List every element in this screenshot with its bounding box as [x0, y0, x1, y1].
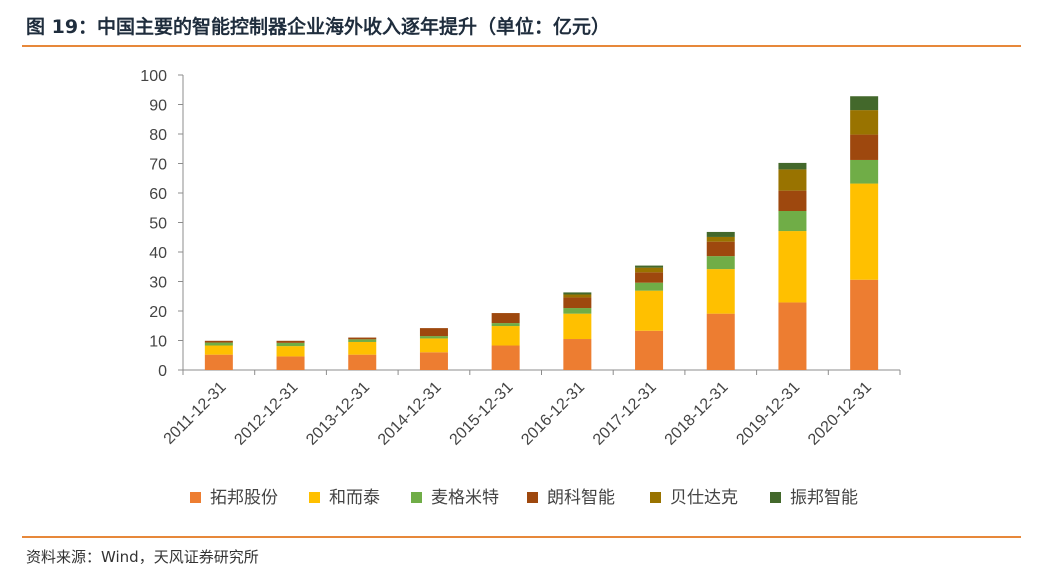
bar-segment	[491, 323, 520, 327]
y-tick-label: 20	[149, 304, 167, 321]
bar-segment	[563, 297, 592, 309]
x-tick-label: 2019-12-31	[733, 379, 803, 449]
y-tick-label: 30	[149, 275, 167, 292]
bar-segment	[204, 354, 233, 370]
y-tick-label: 90	[149, 98, 167, 115]
bar-segment	[491, 313, 520, 324]
bar-segment	[850, 183, 879, 280]
x-tick-label: 2016-12-31	[518, 379, 588, 449]
bar-segment	[348, 339, 377, 342]
source-note: 资料来源：Wind，天风证券研究所	[26, 548, 259, 566]
source-divider	[22, 536, 1021, 538]
bar-segment	[635, 290, 664, 331]
legend-swatch	[411, 492, 422, 503]
bar-segment	[276, 340, 305, 343]
legend-label: 拓邦股份	[210, 488, 278, 508]
legend-swatch	[190, 492, 201, 503]
bar-segment	[419, 352, 448, 370]
bar-segment	[563, 313, 592, 340]
bar-segment	[706, 313, 735, 370]
bar-segment	[706, 256, 735, 270]
bar-segment	[419, 336, 448, 339]
bar-segment	[778, 169, 807, 191]
bar-segment	[276, 346, 305, 357]
y-tick-label: 60	[149, 186, 167, 203]
legend-label: 贝仕达克	[670, 488, 738, 508]
bar-segment	[706, 236, 735, 242]
x-axis: 2011-12-31 2012-12-31 2013-12-31 2014-12-31…	[161, 369, 901, 449]
x-tick-label: 2020-12-31	[805, 379, 875, 449]
bar-segment	[204, 345, 233, 355]
y-tick-label: 50	[149, 216, 167, 233]
bar-segment	[563, 292, 592, 295]
bar-segment	[706, 241, 735, 257]
bar-segment	[348, 337, 377, 340]
bar-segment	[635, 265, 664, 268]
legend-swatch	[527, 492, 538, 503]
title-divider	[22, 45, 1021, 47]
bar-segment	[778, 210, 807, 232]
y-tick-label: 100	[140, 68, 167, 85]
bar-segment	[635, 330, 664, 370]
bar-segment	[635, 282, 664, 291]
bar-segment	[778, 302, 807, 370]
bar-segment	[419, 328, 448, 337]
bars	[204, 96, 879, 370]
legend-label: 和而泰	[329, 488, 380, 508]
y-tick-label: 40	[149, 245, 167, 262]
y-tick-label: 80	[149, 127, 167, 144]
bar-segment	[778, 162, 807, 170]
x-tick-label: 2012-12-31	[231, 379, 301, 449]
bar-segment	[204, 340, 233, 343]
bar-segment	[850, 279, 879, 370]
bar-segment	[563, 339, 592, 370]
bar-segment	[419, 338, 448, 353]
legend-swatch	[309, 492, 320, 503]
bar-segment	[348, 354, 377, 370]
figure-title: 图 19：中国主要的智能控制器企业海外收入逐年提升（单位：亿元）	[26, 16, 611, 38]
x-tick-label: 2018-12-31	[662, 379, 732, 449]
x-tick-label: 2015-12-31	[447, 379, 517, 449]
bar-segment	[635, 272, 664, 283]
x-tick-label: 2014-12-31	[375, 379, 445, 449]
bar-segment	[635, 267, 664, 273]
x-tick-label: 2011-12-31	[161, 379, 230, 448]
y-tick-label: 70	[149, 157, 167, 174]
bar-segment	[706, 269, 735, 314]
y-axis: 0 10 20 30 40 50 60 70 80 90 100	[140, 68, 184, 380]
bar-segment	[276, 356, 305, 370]
legend: 拓邦股份 和而泰 麦格米特 朗科智能 贝仕达克 振邦智能	[190, 488, 858, 508]
x-tick-label: 2017-12-31	[590, 379, 660, 449]
bar-segment	[850, 96, 879, 111]
bar-segment	[563, 308, 592, 314]
bar-segment	[850, 159, 879, 184]
bar-segment	[706, 231, 735, 237]
bar-segment	[491, 345, 520, 370]
bar-segment	[491, 326, 520, 346]
bar-segment	[778, 231, 807, 303]
bar-segment	[778, 190, 807, 211]
bar-segment	[850, 110, 879, 135]
legend-label: 朗科智能	[547, 488, 615, 508]
y-tick-label: 0	[158, 363, 167, 380]
bar-segment	[204, 342, 233, 346]
legend-label: 麦格米特	[431, 488, 499, 508]
legend-swatch	[770, 492, 781, 503]
y-tick-label: 10	[149, 334, 167, 351]
bar-segment	[348, 341, 377, 355]
x-tick-label: 2013-12-31	[303, 379, 373, 449]
bar-segment	[563, 294, 592, 298]
legend-label: 振邦智能	[790, 488, 858, 508]
legend-swatch	[650, 492, 661, 503]
bar-segment	[850, 134, 879, 160]
bar-segment	[276, 342, 305, 347]
